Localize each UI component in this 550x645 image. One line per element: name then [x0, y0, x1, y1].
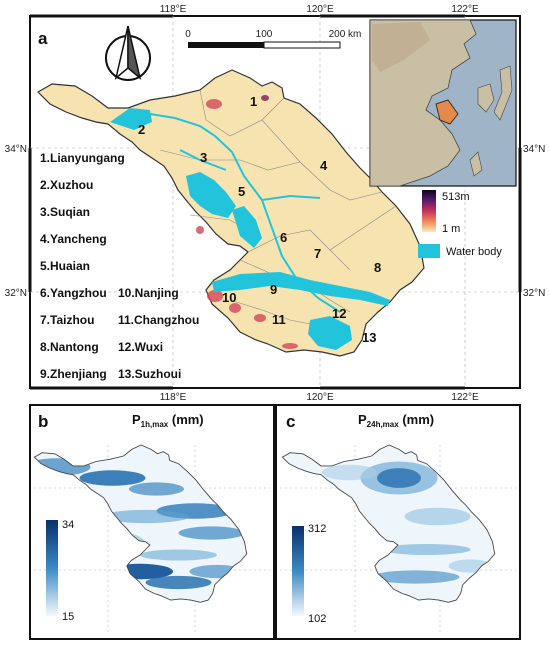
panel-label-c: c: [286, 412, 295, 431]
elev-min-label: 1 m: [442, 223, 460, 235]
city-list: 1.Lianyungang 2.Xuzhou 3.Suqian 4.Yanche…: [40, 151, 199, 381]
scale-label-100: 100: [256, 29, 273, 40]
scale-bar: 0 100 200 km: [185, 29, 362, 49]
water-swatch: [418, 244, 440, 258]
panel-c-colorbar: [292, 526, 304, 616]
axis-right-34: 34°N: [523, 144, 545, 155]
panel-label-a: a: [38, 29, 48, 48]
city-list-item: 13.Suzhoui: [118, 367, 181, 381]
region-number-4: 4: [320, 158, 328, 173]
panel-c-cb-max: 312: [308, 523, 326, 535]
axis-left-32: 32°N: [5, 288, 27, 299]
axis-top-122: 122°E: [451, 4, 479, 15]
region-number-13: 13: [362, 330, 376, 345]
panel-b-title: P1h,max (mm): [132, 412, 204, 429]
region-number-9: 9: [270, 282, 277, 297]
panel-c-cb-min: 102: [308, 613, 326, 625]
city-list-item: 1.Lianyungang: [40, 151, 125, 165]
city-list-item: 3.Suqian: [40, 205, 90, 219]
city-list-item: 10.Nanjing: [118, 286, 179, 300]
axis-bottom-118: 118°E: [160, 392, 187, 403]
axis-left-34: 34°N: [5, 144, 27, 155]
frame-ticks: [28, 14, 522, 390]
water-bodies: [110, 108, 390, 350]
axis-top-120: 120°E: [306, 4, 334, 15]
region-number-3: 3: [200, 150, 207, 165]
region-numbers: 1 2 3 4 5 6 7 8 9 10 11 12 13: [138, 94, 381, 345]
panel-b-cb-min: 15: [62, 611, 74, 623]
region-number-8: 8: [374, 260, 381, 275]
axis-bottom-120: 120°E: [306, 392, 334, 403]
region-number-12: 12: [332, 306, 346, 321]
region-number-2: 2: [138, 122, 145, 137]
scale-label-200: 200 km: [329, 29, 362, 40]
water-label: Water body: [446, 246, 502, 258]
region-number-6: 6: [280, 230, 287, 245]
elevation-colorbar: [422, 190, 436, 232]
panel-c-map: [281, 444, 496, 603]
region-number-5: 5: [238, 184, 245, 199]
elevation-legend: 513m 1 m Water body: [418, 190, 502, 258]
city-list-item: 5.Huaian: [40, 259, 90, 273]
city-list-item: 6.Yangzhou: [40, 286, 107, 300]
panel-b-colorbar: [46, 520, 58, 616]
region-number-10: 10: [222, 290, 236, 305]
city-list-item: 11.Changzhou: [118, 313, 199, 327]
city-list-item: 8.Nantong: [40, 340, 99, 354]
panel-label-b: b: [38, 412, 48, 431]
region-number-1: 1: [250, 94, 257, 109]
inset-map: [369, 19, 517, 187]
elev-max-label: 513m: [442, 191, 470, 203]
axis-top-118: 118°E: [160, 4, 187, 15]
panel-c-title: P24h,max (mm): [358, 412, 434, 429]
axis-right-32: 32°N: [523, 288, 545, 299]
city-list-item: 9.Zhenjiang: [40, 367, 107, 381]
city-list-item: 4.Yancheng: [40, 232, 107, 246]
city-list-item: 2.Xuzhou: [40, 178, 93, 192]
scale-label-0: 0: [185, 29, 191, 40]
region-number-7: 7: [314, 246, 321, 261]
city-list-item: 7.Taizhou: [40, 313, 94, 327]
axis-bottom-122: 122°E: [451, 392, 479, 403]
province-map: [37, 69, 425, 357]
region-number-11: 11: [272, 312, 286, 327]
city-list-item: 12.Wuxi: [118, 340, 163, 354]
north-arrow-icon: [105, 25, 151, 81]
panel-b-cb-max: 34: [62, 519, 74, 531]
